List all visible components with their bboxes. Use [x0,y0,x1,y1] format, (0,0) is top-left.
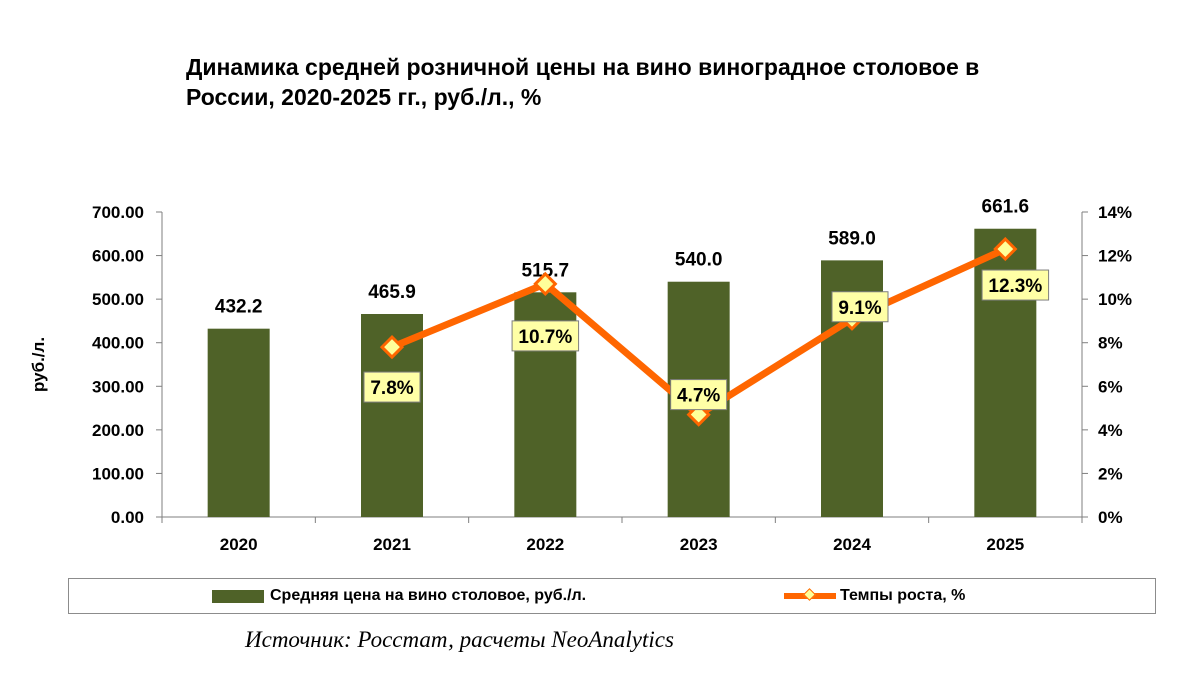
y2-tick-label: 4% [1098,421,1123,440]
legend-bar-swatch [212,589,264,603]
legend-item-price: Средняя цена на вино столовое, руб./л. [212,579,586,613]
y2-tick-label: 14% [1098,203,1132,222]
y-tick-label: 100.00 [92,464,144,483]
legend-label-price: Средняя цена на вино столовое, руб./л. [270,587,587,604]
bar-value-label: 540.0 [675,250,723,271]
x-tick-label: 2024 [833,535,871,554]
chart-title: Динамика средней розничной цены на вино … [186,54,980,110]
bar-value-label: 661.6 [982,197,1030,218]
x-tick-label: 2020 [220,535,258,554]
y-tick-label: 700.00 [92,203,144,222]
x-tick-label: 2022 [526,535,564,554]
y2-tick-label: 10% [1098,290,1132,309]
growth-marker-2025 [993,236,1018,262]
legend-diamond-marker [803,588,816,601]
source-note: Источник: Росстат, расчеты NeoAnalytics [245,627,674,652]
legend-line-swatch [784,588,836,601]
legend-label-growth: Темпы роста, % [840,587,966,604]
x-tick-label: 2023 [680,535,718,554]
y-tick-label: 300.00 [92,377,144,396]
bar-value-label: 432.2 [215,297,263,318]
y2-tick-label: 0% [1098,508,1123,527]
y-tick-label: 200.00 [92,421,144,440]
y-tick-label: 500.00 [92,290,144,309]
growth-label-box [831,291,889,323]
y2-tick-label: 12% [1098,247,1132,266]
y-tick-label: 600.00 [92,247,144,266]
y-axis-title: руб./л. [29,337,48,392]
growth-value-label: 7.8% [370,378,413,399]
x-tick-label: 2021 [373,535,411,554]
y2-tick-label: 6% [1098,377,1123,396]
y2-tick-label: 2% [1098,464,1123,483]
legend: Средняя цена на вино столовое, руб./л. Т… [68,578,1156,614]
y-tick-label: 0.00 [111,508,144,527]
y-tick-label: 400.00 [92,334,144,353]
growth-label-box [511,320,580,352]
bar-value-label: 515.7 [522,260,570,281]
growth-value-label: 10.7% [518,327,572,348]
legend-item-growth: Темпы роста, % [784,579,965,613]
bar-value-label: 465.9 [368,282,416,303]
y2-tick-label: 8% [1098,334,1123,353]
x-tick-label: 2025 [986,535,1024,554]
growth-label-box [670,379,728,411]
growth-value-label: 4.7% [677,386,720,407]
bar-2020 [207,328,270,517]
bar-value-label: 589.0 [828,228,876,249]
growth-value-label: 9.1% [838,298,881,319]
growth-marker-2021 [379,334,405,360]
growth-label-box [981,269,1050,301]
growth-marker-2022 [533,271,558,297]
growth-value-label: 12.3% [988,276,1042,297]
growth-label-box [363,371,421,403]
